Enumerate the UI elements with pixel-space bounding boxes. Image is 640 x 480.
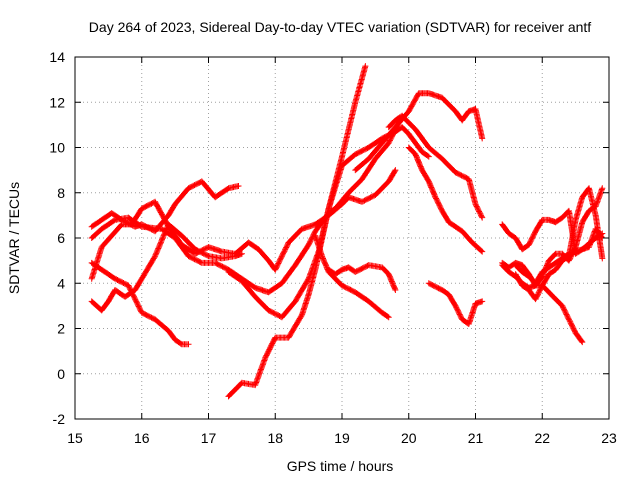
- series-markers: [405, 144, 486, 255]
- series-track-03: [88, 221, 245, 314]
- series-track-06: [225, 124, 432, 400]
- x-tick-label: 21: [468, 430, 484, 446]
- series-markers: [512, 185, 606, 303]
- y-tick-label: 10: [49, 140, 65, 156]
- x-tick-label: 22: [534, 430, 550, 446]
- chart-title: Day 264 of 2023, Sidereal Day-to-day VTE…: [89, 19, 592, 35]
- y-axis-title: SDTVAR / TECUs: [6, 182, 22, 294]
- series-track-18: [512, 230, 606, 287]
- series-track-13: [425, 280, 486, 327]
- x-tick-label: 17: [201, 430, 217, 446]
- series-markers: [325, 262, 399, 293]
- grid: [75, 57, 609, 419]
- x-tick-label: 20: [401, 430, 417, 446]
- y-tick-label: 14: [49, 49, 65, 65]
- x-tick-label: 16: [134, 430, 150, 446]
- series-track-01: [88, 259, 192, 348]
- series-markers: [88, 259, 192, 348]
- y-tick-label: 2: [57, 321, 65, 337]
- series-markers: [312, 232, 392, 321]
- series-track-16: [499, 207, 606, 257]
- series-track-11: [385, 112, 486, 221]
- x-tick-label: 19: [334, 430, 350, 446]
- y-tick-label: 6: [57, 230, 65, 246]
- y-tick-label: 4: [57, 275, 65, 291]
- data-series: [88, 63, 606, 400]
- series-markers: [225, 124, 432, 400]
- series-track-12: [405, 144, 486, 255]
- series-markers: [425, 280, 486, 327]
- plot-frame: [74, 56, 610, 420]
- y-tick-label: 12: [49, 94, 65, 110]
- series-track-09: [325, 262, 399, 293]
- series-markers: [512, 230, 606, 287]
- y-tick-label: 0: [57, 366, 65, 382]
- series-markers: [385, 112, 486, 221]
- tick-labels: 15 16 17 18 19 20 21 22 23 -2 0 2 4 6 8 10 12 14: [49, 49, 617, 446]
- series-track-05: [88, 126, 399, 296]
- series-markers: [88, 221, 245, 314]
- y-tick-label: 8: [57, 185, 65, 201]
- x-tick-label: 23: [601, 430, 617, 446]
- series-markers: [88, 126, 399, 296]
- y-tick-label: -2: [53, 411, 66, 427]
- x-tick-label: 15: [67, 430, 83, 446]
- axes: [74, 56, 610, 420]
- x-tick-label: 18: [267, 430, 283, 446]
- series-track-08: [312, 232, 392, 321]
- x-axis-title: GPS time / hours: [287, 458, 394, 474]
- series-track-17: [512, 185, 606, 303]
- series-markers: [499, 207, 606, 257]
